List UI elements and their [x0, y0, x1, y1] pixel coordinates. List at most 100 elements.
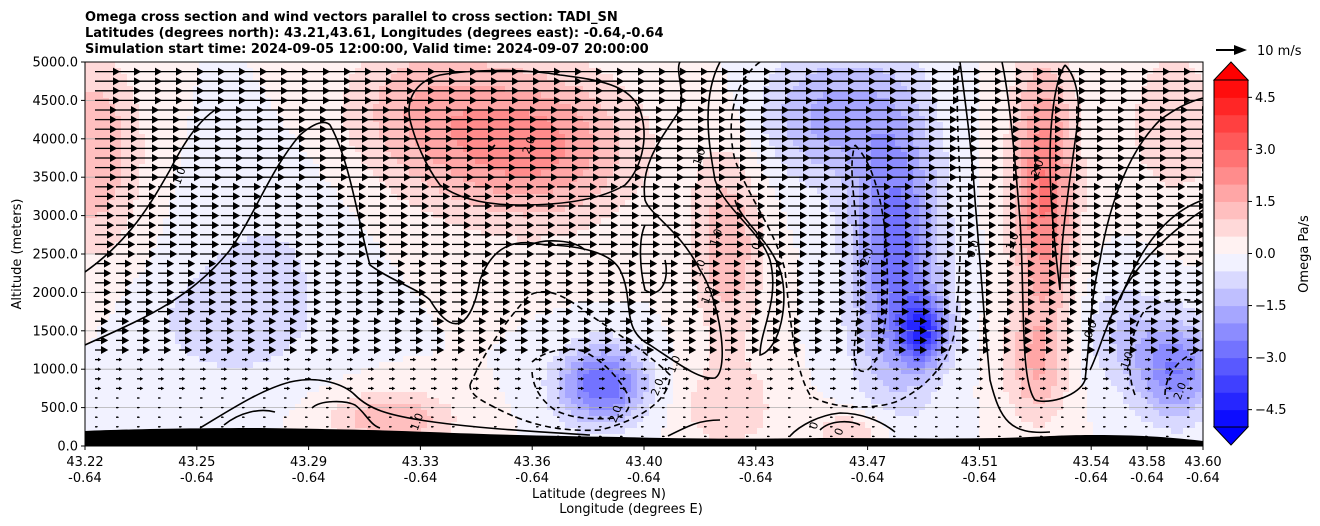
- omega-cell: [235, 230, 242, 237]
- omega-cell: [319, 320, 326, 327]
- omega-cell: [523, 182, 530, 189]
- omega-cell: [385, 302, 392, 309]
- omega-cell: [475, 386, 482, 393]
- omega-cell: [187, 422, 194, 429]
- omega-cell: [355, 410, 362, 417]
- omega-cell: [205, 272, 212, 279]
- omega-cell: [217, 122, 224, 129]
- omega-cell: [493, 194, 500, 201]
- omega-cell: [187, 398, 194, 405]
- omega-cell: [163, 206, 170, 213]
- omega-cell: [361, 302, 368, 309]
- omega-cell: [289, 230, 296, 237]
- omega-cell: [235, 188, 242, 195]
- omega-cell: [337, 134, 344, 141]
- omega-cell: [451, 104, 458, 111]
- omega-cell: [523, 350, 530, 357]
- omega-cell: [337, 140, 344, 147]
- omega-cell: [109, 110, 116, 117]
- omega-cell: [355, 188, 362, 195]
- omega-cell: [355, 146, 362, 153]
- omega-cell: [349, 338, 356, 345]
- omega-cell: [235, 98, 242, 105]
- omega-cell: [391, 152, 398, 159]
- omega-cell: [277, 416, 284, 423]
- omega-cell: [475, 206, 482, 213]
- omega-cell: [403, 302, 410, 309]
- omega-cell: [103, 104, 110, 111]
- omega-cell: [499, 362, 506, 369]
- omega-cell: [499, 200, 506, 207]
- omega-cell: [115, 194, 122, 201]
- omega-cell: [463, 272, 470, 279]
- omega-cell: [133, 110, 140, 117]
- omega-cell: [493, 272, 500, 279]
- omega-cell: [397, 368, 404, 375]
- omega-cell: [85, 134, 92, 141]
- omega-cell: [547, 80, 554, 87]
- omega-cell: [187, 236, 194, 243]
- omega-cell: [283, 80, 290, 87]
- omega-cell: [367, 152, 374, 159]
- omega-cell: [427, 122, 434, 129]
- omega-cell: [217, 194, 224, 201]
- omega-cell: [313, 152, 320, 159]
- omega-cell: [547, 140, 554, 147]
- omega-cell: [145, 80, 152, 87]
- omega-cell: [499, 134, 506, 141]
- omega-cell: [349, 368, 356, 375]
- omega-cell: [421, 146, 428, 153]
- omega-cell: [109, 98, 116, 105]
- omega-cell: [133, 236, 140, 243]
- omega-cell: [397, 80, 404, 87]
- omega-cell: [379, 422, 386, 429]
- omega-cell: [325, 290, 332, 297]
- omega-cell: [271, 92, 278, 99]
- omega-cell: [211, 368, 218, 375]
- omega-cell: [205, 356, 212, 363]
- omega-cell: [373, 218, 380, 225]
- omega-cell: [421, 314, 428, 321]
- omega-cell: [319, 302, 326, 309]
- omega-cell: [367, 224, 374, 231]
- omega-cell: [193, 278, 200, 285]
- omega-cell: [547, 74, 554, 81]
- omega-cell: [181, 200, 188, 207]
- omega-cell: [223, 98, 230, 105]
- omega-cell: [301, 320, 308, 327]
- omega-cell: [337, 218, 344, 225]
- omega-cell: [427, 266, 434, 273]
- omega-cell: [139, 218, 146, 225]
- omega-cell: [91, 386, 98, 393]
- omega-cell: [187, 374, 194, 381]
- omega-cell: [169, 380, 176, 387]
- omega-cell: [535, 332, 542, 339]
- omega-cell: [331, 122, 338, 129]
- omega-cell: [157, 200, 164, 207]
- omega-cell: [205, 248, 212, 255]
- omega-cell: [313, 146, 320, 153]
- omega-cell: [91, 278, 98, 285]
- omega-cell: [265, 80, 272, 87]
- omega-cell: [337, 98, 344, 105]
- omega-cell: [331, 248, 338, 255]
- omega-cell: [145, 344, 152, 351]
- omega-cell: [451, 122, 458, 129]
- omega-cell: [121, 194, 128, 201]
- omega-cell: [529, 218, 536, 225]
- omega-cell: [283, 62, 290, 69]
- omega-cell: [109, 218, 116, 225]
- omega-cell: [241, 86, 248, 93]
- omega-cell: [301, 368, 308, 375]
- omega-cell: [301, 332, 308, 339]
- omega-cell: [325, 194, 332, 201]
- omega-cell: [169, 188, 176, 195]
- omega-cell: [325, 368, 332, 375]
- omega-cell: [247, 350, 254, 357]
- omega-cell: [481, 230, 488, 237]
- omega-cell: [175, 224, 182, 231]
- omega-cell: [187, 92, 194, 99]
- omega-cell: [499, 92, 506, 99]
- omega-cell: [121, 176, 128, 183]
- omega-cell: [91, 350, 98, 357]
